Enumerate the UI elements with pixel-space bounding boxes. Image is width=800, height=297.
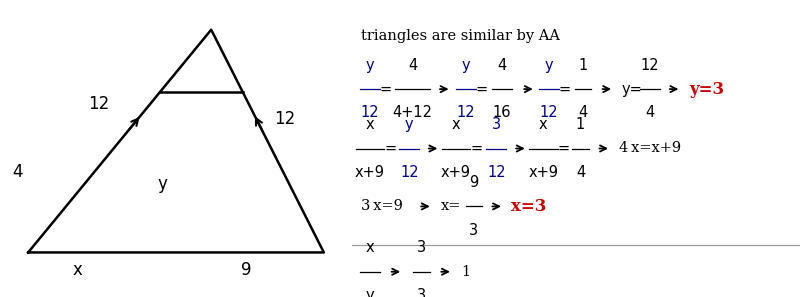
Text: y: y	[366, 58, 374, 73]
Text: 9: 9	[470, 175, 478, 190]
Text: y: y	[157, 175, 167, 193]
Text: 4: 4	[12, 163, 23, 181]
Text: 3: 3	[492, 117, 501, 132]
Text: x: x	[366, 117, 374, 132]
Text: 16: 16	[493, 105, 511, 121]
Text: x=3: x=3	[511, 198, 547, 215]
Text: 3: 3	[417, 240, 426, 255]
Text: 12: 12	[274, 110, 296, 128]
Text: =: =	[379, 82, 392, 97]
Text: triangles are similar by AA: triangles are similar by AA	[361, 29, 560, 43]
Text: x: x	[73, 261, 82, 279]
Text: x: x	[366, 240, 374, 255]
Text: 4: 4	[498, 58, 506, 73]
Text: 4 x=x+9: 4 x=x+9	[618, 141, 681, 156]
Text: 4: 4	[576, 165, 585, 180]
Text: 12: 12	[361, 105, 379, 121]
Text: 4: 4	[646, 105, 654, 121]
Text: 4+12: 4+12	[393, 105, 433, 121]
Text: 12: 12	[457, 105, 475, 121]
Text: x: x	[452, 117, 460, 132]
Text: =: =	[470, 141, 482, 156]
Text: =: =	[558, 82, 571, 97]
Text: x=: x=	[441, 199, 461, 214]
Text: 1: 1	[578, 58, 587, 73]
Text: 12: 12	[641, 58, 659, 73]
Text: x+9: x+9	[355, 165, 385, 180]
Text: =: =	[476, 82, 488, 97]
Text: 9: 9	[241, 261, 252, 279]
Text: y=: y=	[622, 82, 642, 97]
Text: y: y	[462, 58, 470, 73]
Text: 12: 12	[540, 105, 558, 121]
Text: y: y	[545, 58, 554, 73]
Text: =: =	[558, 141, 570, 156]
Text: x: x	[539, 117, 548, 132]
Text: 12: 12	[88, 95, 109, 113]
Text: 4: 4	[578, 105, 587, 121]
Text: x+9: x+9	[441, 165, 471, 180]
Text: y: y	[405, 117, 414, 132]
Text: y: y	[366, 288, 374, 297]
Text: 3: 3	[470, 223, 478, 238]
Text: 12: 12	[487, 165, 506, 180]
Text: y=3: y=3	[690, 80, 725, 98]
Text: 1: 1	[576, 117, 585, 132]
Text: 3 x=9: 3 x=9	[361, 199, 403, 214]
Text: x+9: x+9	[528, 165, 558, 180]
Text: 1: 1	[461, 265, 470, 279]
Text: 3: 3	[417, 288, 426, 297]
Text: =: =	[384, 141, 396, 156]
Text: 4: 4	[408, 58, 417, 73]
Text: 12: 12	[400, 165, 418, 180]
